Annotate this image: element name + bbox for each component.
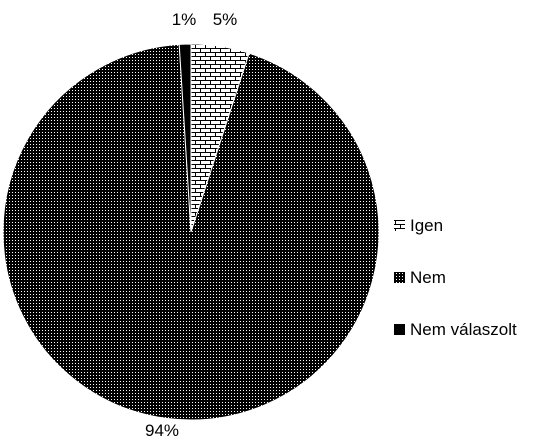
legend-label-nem: Nem (410, 268, 446, 287)
pie-slice-nem-valaszolt (178, 43, 192, 233)
data-label-nem: 94% (145, 421, 179, 440)
data-label-nem-valaszolt: 1% (172, 10, 197, 29)
legend-swatch-nem-valaszolt (394, 324, 405, 335)
pie-slices (2, 43, 380, 421)
pie-slice-nem (2, 43, 380, 421)
legend: Igen Nem Nem válaszolt (394, 216, 517, 339)
legend-swatch-nem (394, 272, 405, 283)
data-labels: 5% 94% 1% (145, 10, 237, 440)
legend-swatch-igen (394, 220, 405, 231)
legend-label-igen: Igen (410, 216, 443, 235)
legend-label-nem-valaszolt: Nem válaszolt (410, 320, 517, 339)
data-label-igen: 5% (213, 10, 238, 29)
